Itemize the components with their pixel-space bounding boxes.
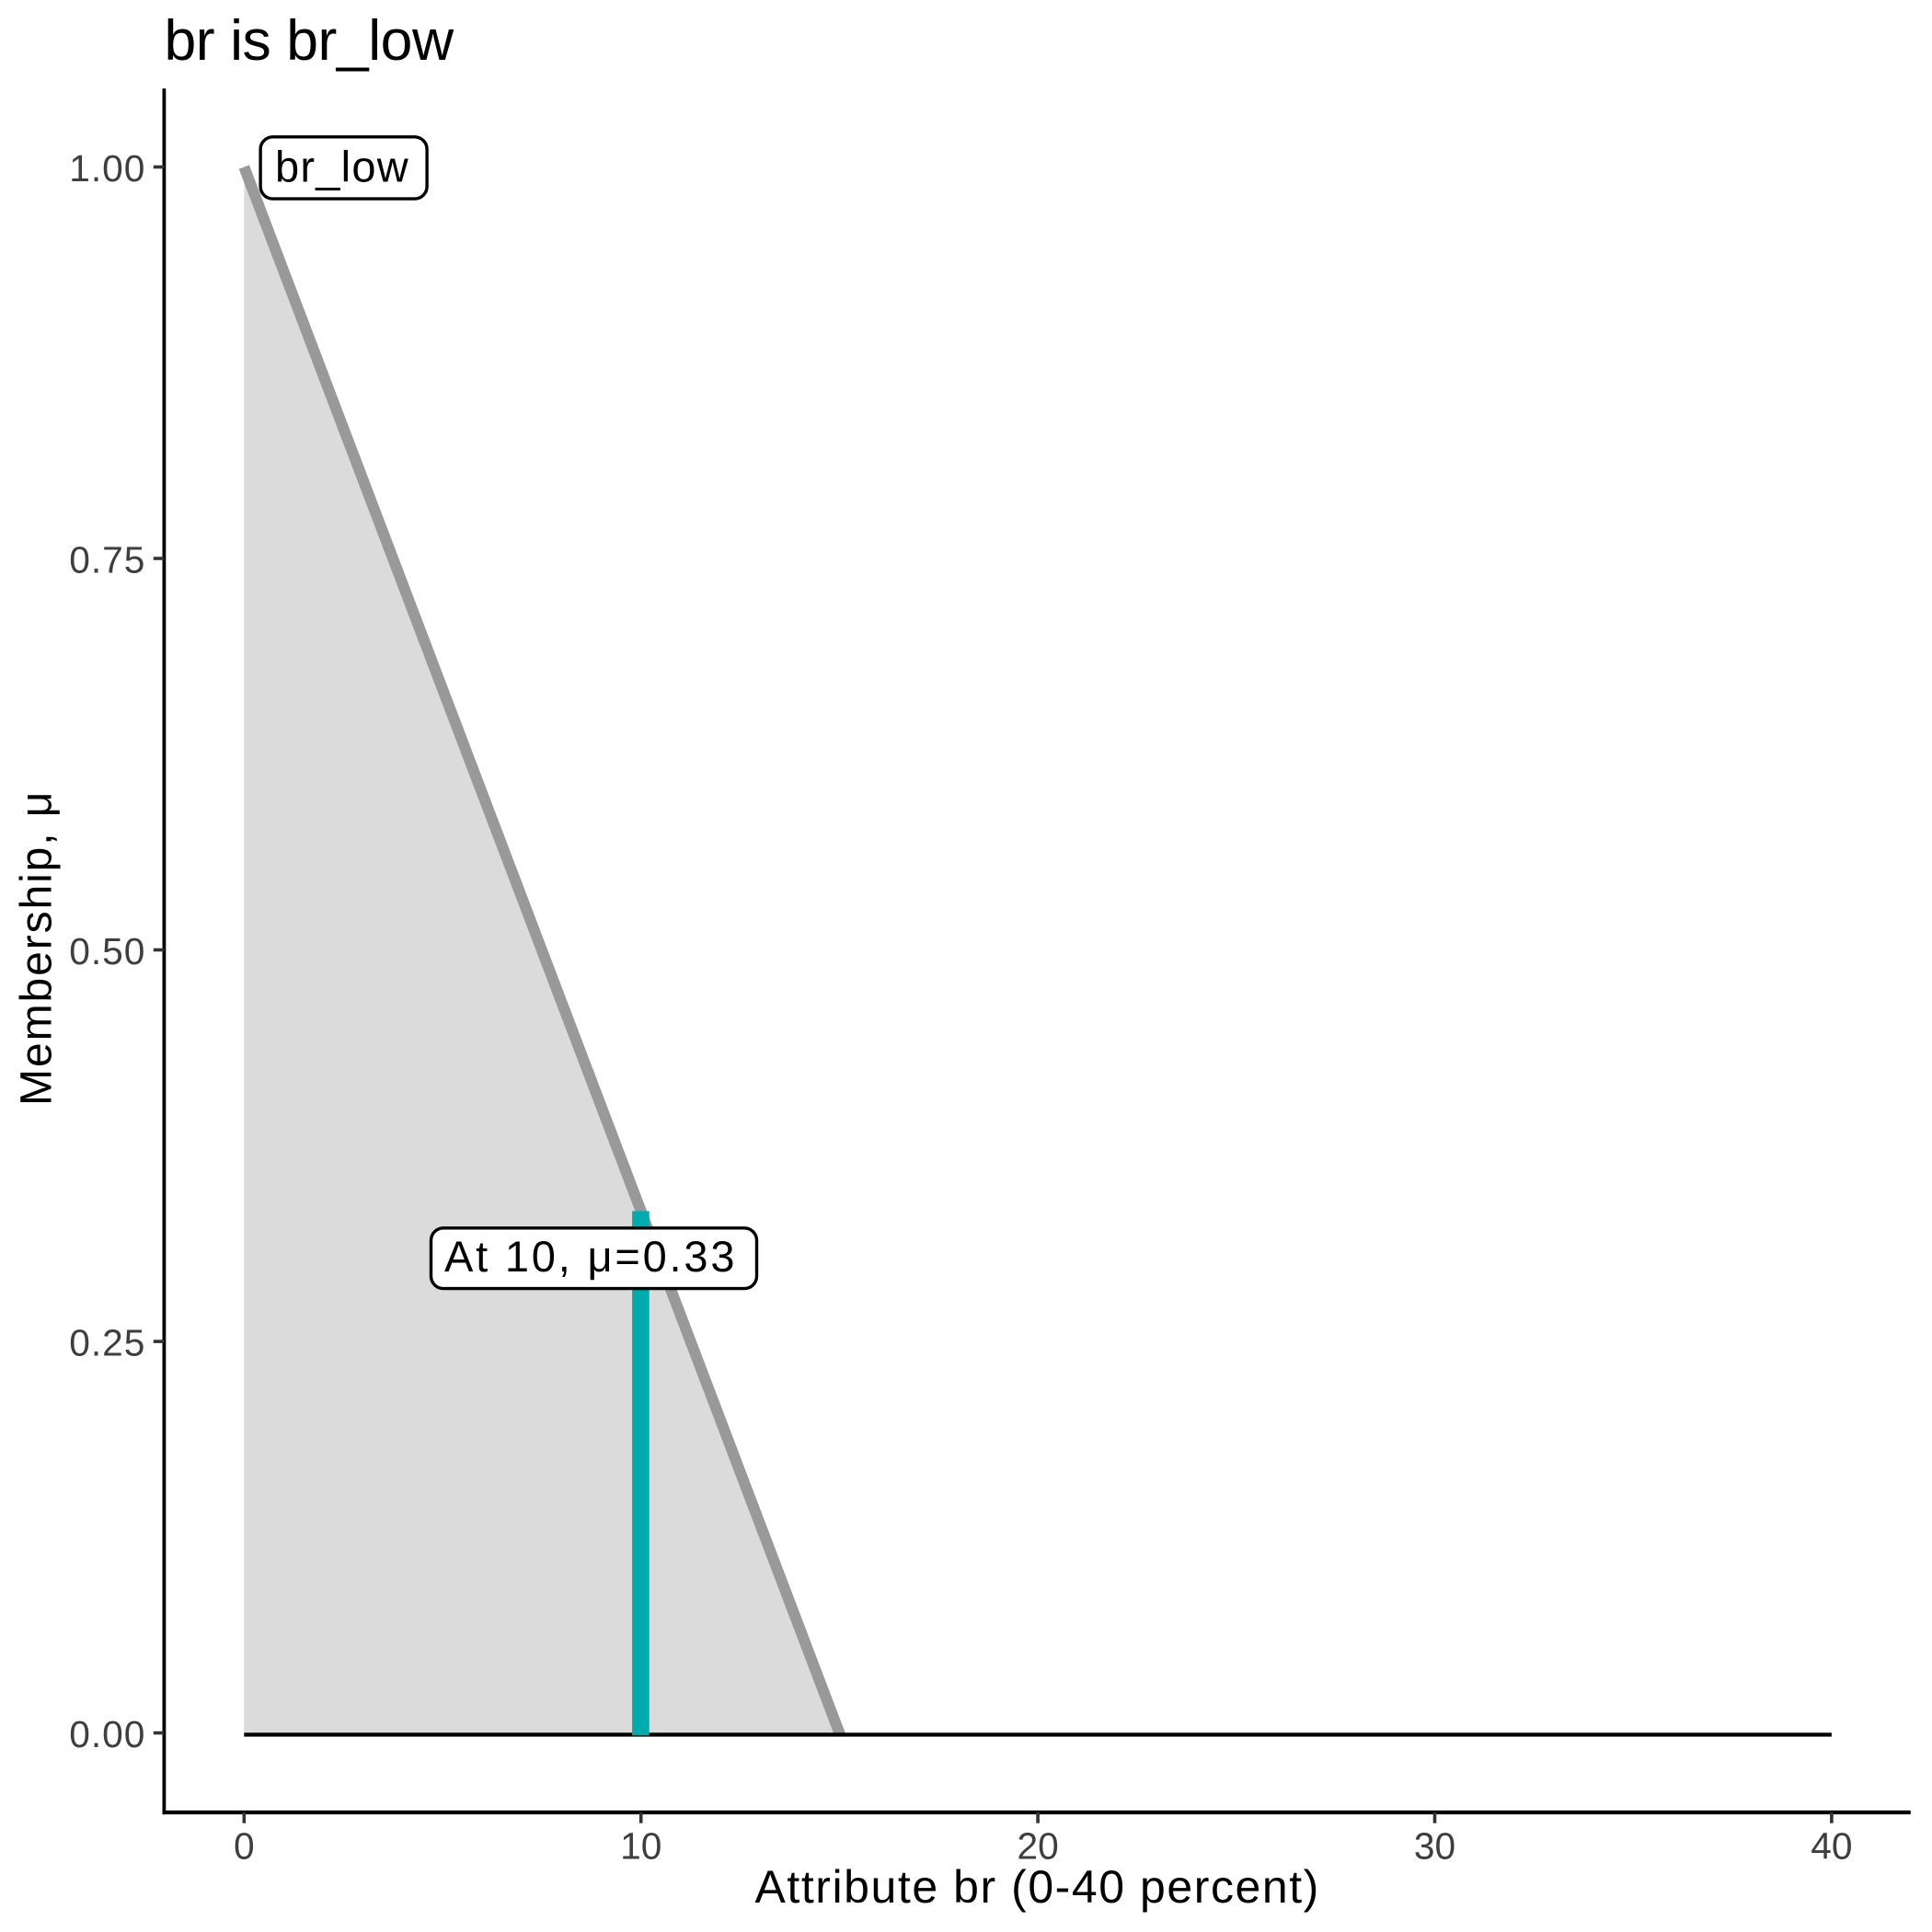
svg-text:At 10, μ=0.33: At 10, μ=0.33 bbox=[444, 1232, 737, 1281]
svg-text:0.50: 0.50 bbox=[69, 930, 145, 972]
svg-text:0.25: 0.25 bbox=[69, 1322, 145, 1364]
svg-text:Membership, μ: Membership, μ bbox=[13, 790, 62, 1106]
svg-text:30: 30 bbox=[1414, 1824, 1455, 1867]
svg-text:20: 20 bbox=[1017, 1824, 1058, 1867]
svg-text:0: 0 bbox=[234, 1824, 255, 1867]
svg-text:Attribute br (0-40 percent): Attribute br (0-40 percent) bbox=[755, 1861, 1320, 1913]
svg-text:0.00: 0.00 bbox=[69, 1713, 145, 1755]
svg-text:0.75: 0.75 bbox=[69, 539, 145, 581]
svg-text:10: 10 bbox=[620, 1824, 661, 1867]
svg-text:1.00: 1.00 bbox=[69, 147, 145, 190]
svg-text:br_low: br_low bbox=[275, 142, 409, 190]
svg-text:br is br_low: br is br_low bbox=[165, 8, 454, 73]
svg-text:40: 40 bbox=[1811, 1824, 1852, 1867]
